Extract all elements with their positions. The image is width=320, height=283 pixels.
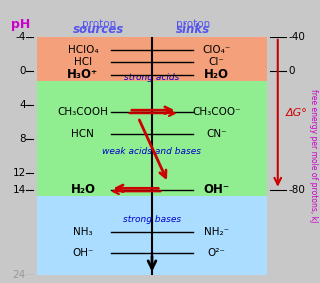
Text: strong acids: strong acids — [124, 73, 180, 82]
Text: -40: -40 — [288, 32, 305, 42]
Text: H₂O: H₂O — [70, 183, 95, 196]
Text: sinks: sinks — [176, 23, 211, 37]
Text: Cl⁻: Cl⁻ — [209, 57, 224, 67]
Text: NH₂⁻: NH₂⁻ — [204, 227, 229, 237]
Text: -4: -4 — [15, 32, 26, 42]
Text: HClO₄: HClO₄ — [68, 44, 98, 55]
Text: ClO₄⁻: ClO₄⁻ — [202, 44, 231, 55]
Text: 0: 0 — [19, 66, 26, 76]
Text: free energy per mole of protons, kJ: free energy per mole of protons, kJ — [309, 89, 318, 222]
Text: 24: 24 — [12, 269, 26, 280]
Text: 4: 4 — [19, 100, 26, 110]
Text: 0: 0 — [288, 66, 295, 76]
Text: OH⁻: OH⁻ — [72, 248, 94, 258]
Text: ΔG°: ΔG° — [286, 108, 308, 118]
Text: pH: pH — [11, 18, 30, 31]
Text: CH₃COOH: CH₃COOH — [58, 106, 108, 117]
Text: HCl: HCl — [74, 57, 92, 67]
Text: -80: -80 — [288, 185, 305, 195]
Text: 12: 12 — [12, 168, 26, 178]
Text: CH₃COO⁻: CH₃COO⁻ — [192, 106, 241, 117]
Bar — [37, 81, 267, 196]
Text: O²⁻: O²⁻ — [208, 248, 226, 258]
Text: H₂O: H₂O — [204, 68, 229, 82]
Text: proton: proton — [82, 19, 116, 29]
Text: HCN: HCN — [71, 129, 94, 140]
Text: proton: proton — [176, 19, 211, 29]
Bar — [37, 196, 267, 275]
Text: 8: 8 — [19, 134, 26, 144]
Text: H₃O⁺: H₃O⁺ — [67, 68, 99, 82]
Text: sources: sources — [73, 23, 124, 37]
Text: 14: 14 — [12, 185, 26, 195]
Text: NH₃: NH₃ — [73, 227, 93, 237]
Text: OH⁻: OH⁻ — [204, 183, 229, 196]
Text: weak acids and bases: weak acids and bases — [102, 147, 202, 156]
Text: strong bases: strong bases — [123, 215, 181, 224]
Text: CN⁻: CN⁻ — [206, 129, 227, 140]
Bar — [37, 37, 267, 81]
